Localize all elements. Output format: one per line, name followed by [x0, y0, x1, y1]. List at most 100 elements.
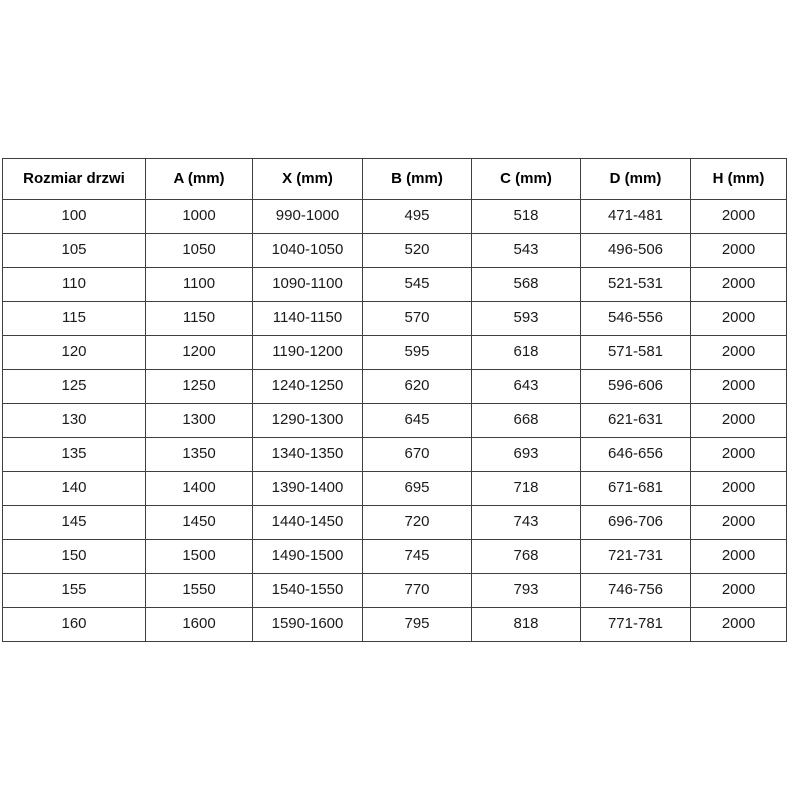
table-cell: 1590-1600 — [252, 607, 363, 642]
table-header: Rozmiar drzwi A (mm) X (mm) B (mm) C (mm) D (… — [2, 158, 787, 200]
table-cell: 145 — [2, 505, 146, 540]
table-cell: 2000 — [690, 301, 787, 336]
table-cell: 646-656 — [580, 437, 691, 472]
table-cell: 1100 — [145, 267, 253, 302]
table-cell: 2000 — [690, 233, 787, 268]
table-cell: 1200 — [145, 335, 253, 370]
table-cell: 543 — [471, 233, 581, 268]
table-cell: 2000 — [690, 369, 787, 404]
table-cell: 100 — [2, 199, 146, 234]
table-cell: 2000 — [690, 335, 787, 370]
table-cell: 1190-1200 — [252, 335, 363, 370]
column-header: H (mm) — [690, 158, 787, 200]
table-cell: 718 — [471, 471, 581, 506]
door-size-table: Rozmiar drzwi A (mm) X (mm) B (mm) C (mm) D (… — [2, 158, 787, 642]
table-cell: 568 — [471, 267, 581, 302]
table-cell: 620 — [362, 369, 472, 404]
table-cell: 1540-1550 — [252, 573, 363, 608]
table-cell: 621-631 — [580, 403, 691, 438]
table-cell: 593 — [471, 301, 581, 336]
table-row: 110 1100 1090-1100 545 568 521-531 2000 — [2, 267, 787, 302]
table-cell: 1300 — [145, 403, 253, 438]
table-cell: 496-506 — [580, 233, 691, 268]
column-header: X (mm) — [252, 158, 363, 200]
table-cell: 2000 — [690, 267, 787, 302]
table-cell: 1490-1500 — [252, 539, 363, 574]
table-cell: 1240-1250 — [252, 369, 363, 404]
table-cell: 618 — [471, 335, 581, 370]
table-body: 100 1000 990-1000 495 518 471-481 2000 105 1050 1… — [2, 199, 787, 642]
table-cell: 770 — [362, 573, 472, 608]
table-cell: 1140-1150 — [252, 301, 363, 336]
table-cell: 1440-1450 — [252, 505, 363, 540]
table-cell: 520 — [362, 233, 472, 268]
column-header: C (mm) — [471, 158, 581, 200]
table-cell: 1000 — [145, 199, 253, 234]
table-row: 120 1200 1190-1200 595 618 571-581 2000 — [2, 335, 787, 370]
table-row: 160 1600 1590-1600 795 818 771-781 2000 — [2, 607, 787, 642]
table-cell: 1090-1100 — [252, 267, 363, 302]
table-cell: 546-556 — [580, 301, 691, 336]
table-cell: 595 — [362, 335, 472, 370]
table-cell: 495 — [362, 199, 472, 234]
table-cell: 570 — [362, 301, 472, 336]
table-row: 130 1300 1290-1300 645 668 621-631 2000 — [2, 403, 787, 438]
table-cell: 596-606 — [580, 369, 691, 404]
table-cell: 2000 — [690, 573, 787, 608]
table-row: 135 1350 1340-1350 670 693 646-656 2000 — [2, 437, 787, 472]
table-cell: 2000 — [690, 199, 787, 234]
table-cell: 1350 — [145, 437, 253, 472]
table-cell: 115 — [2, 301, 146, 336]
table-row: 125 1250 1240-1250 620 643 596-606 2000 — [2, 369, 787, 404]
table-cell: 1550 — [145, 573, 253, 608]
table-cell: 2000 — [690, 471, 787, 506]
column-header: D (mm) — [580, 158, 691, 200]
table-cell: 695 — [362, 471, 472, 506]
table-cell: 746-756 — [580, 573, 691, 608]
table-cell: 768 — [471, 539, 581, 574]
table-cell: 668 — [471, 403, 581, 438]
table-cell: 545 — [362, 267, 472, 302]
table-row: 150 1500 1490-1500 745 768 721-731 2000 — [2, 539, 787, 574]
table-cell: 645 — [362, 403, 472, 438]
table-cell: 155 — [2, 573, 146, 608]
table-cell: 745 — [362, 539, 472, 574]
table-cell: 795 — [362, 607, 472, 642]
table-cell: 2000 — [690, 403, 787, 438]
table-cell: 643 — [471, 369, 581, 404]
table-row: 115 1150 1140-1150 570 593 546-556 2000 — [2, 301, 787, 336]
table-cell: 2000 — [690, 505, 787, 540]
table-cell: 125 — [2, 369, 146, 404]
table-header-row: Rozmiar drzwi A (mm) X (mm) B (mm) C (mm) D (… — [2, 158, 787, 200]
table-cell: 1250 — [145, 369, 253, 404]
table-cell: 160 — [2, 607, 146, 642]
table-cell: 2000 — [690, 607, 787, 642]
table-row: 100 1000 990-1000 495 518 471-481 2000 — [2, 199, 787, 234]
table-row: 140 1400 1390-1400 695 718 671-681 2000 — [2, 471, 787, 506]
table-cell: 670 — [362, 437, 472, 472]
table-cell: 105 — [2, 233, 146, 268]
table-cell: 140 — [2, 471, 146, 506]
table-cell: 1040-1050 — [252, 233, 363, 268]
table-row: 145 1450 1440-1450 720 743 696-706 2000 — [2, 505, 787, 540]
table-cell: 771-781 — [580, 607, 691, 642]
table-cell: 720 — [362, 505, 472, 540]
table-row: 105 1050 1040-1050 520 543 496-506 2000 — [2, 233, 787, 268]
table-cell: 1290-1300 — [252, 403, 363, 438]
table-cell: 1390-1400 — [252, 471, 363, 506]
table-cell: 130 — [2, 403, 146, 438]
column-header: A (mm) — [145, 158, 253, 200]
table-cell: 120 — [2, 335, 146, 370]
table-cell: 135 — [2, 437, 146, 472]
table-cell: 471-481 — [580, 199, 691, 234]
table-cell: 2000 — [690, 539, 787, 574]
column-header: Rozmiar drzwi — [2, 158, 146, 200]
table-cell: 150 — [2, 539, 146, 574]
table-cell: 1600 — [145, 607, 253, 642]
table-cell: 571-581 — [580, 335, 691, 370]
column-header: B (mm) — [362, 158, 472, 200]
table-cell: 721-731 — [580, 539, 691, 574]
table-cell: 110 — [2, 267, 146, 302]
table-cell: 518 — [471, 199, 581, 234]
